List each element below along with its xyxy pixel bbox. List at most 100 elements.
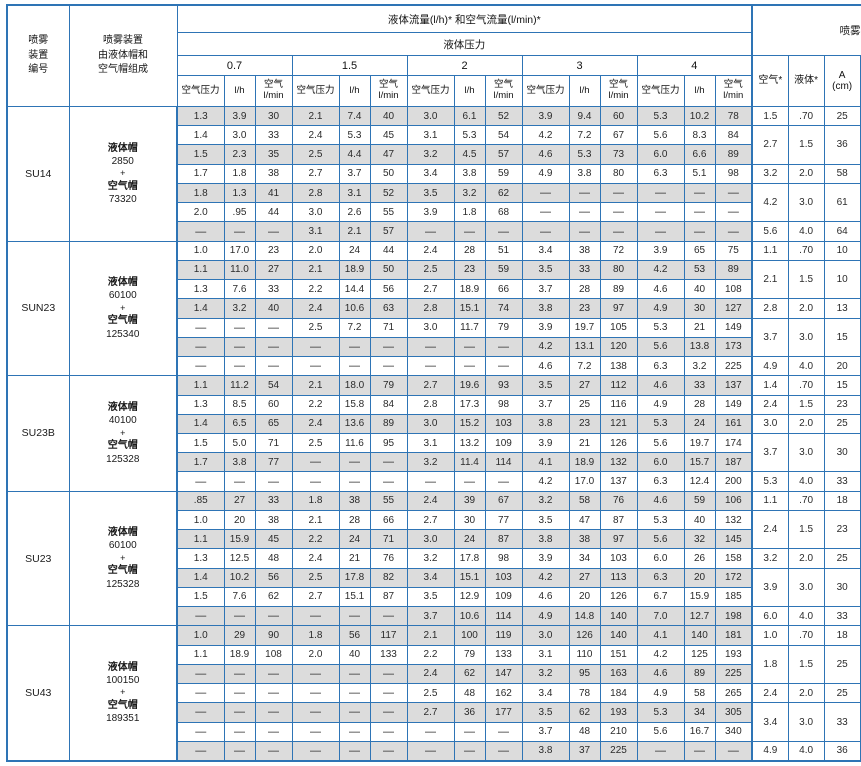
table-row: 1.3 8.5 60 2.2 15.8 84 2.8 17.3 98 3.7 25 116 4.9 28 1…: [7, 394, 861, 415]
table-row: — — — — — — 2.4 62 147 3.2 95 163 4.6 89 225: [7, 663, 861, 685]
spray-dimension-cell: 36: [823, 125, 861, 165]
data-cell: 127: [714, 298, 753, 319]
data-cell: 33: [568, 259, 601, 281]
data-cell: 3.2: [521, 490, 570, 511]
data-cell: 340: [714, 721, 753, 742]
data-cell: 3.2: [406, 144, 455, 165]
data-cell: 17.3: [453, 394, 486, 415]
data-cell: 52: [484, 105, 523, 127]
data-cell: 59: [683, 490, 716, 511]
data-cell: 3.5: [521, 375, 570, 396]
data-cell: 110: [568, 644, 601, 665]
header-spray-dim-group: 喷雾尺寸: [751, 4, 861, 56]
data-cell: 79: [369, 375, 408, 396]
data-cell: 79: [453, 644, 486, 665]
data-cell: 19.7: [683, 432, 716, 454]
data-cell: —: [453, 471, 486, 492]
spray-dimension-cell: 1.5: [787, 394, 825, 415]
data-cell: 1.8: [176, 182, 225, 204]
header-pressure-2: 2: [406, 55, 523, 76]
data-cell: 8.5: [223, 394, 256, 415]
data-cell: 89: [369, 413, 408, 434]
assembly-cell-su23: 液体帽 60100 + 空气帽 125328: [68, 490, 178, 627]
data-cell: —: [223, 606, 256, 627]
spray-dimension-cell: .70: [787, 625, 825, 646]
data-cell: —: [291, 721, 340, 742]
data-cell: —: [338, 702, 371, 723]
data-cell: 24: [338, 529, 371, 550]
data-cell: 80: [599, 259, 638, 281]
data-cell: —: [484, 356, 523, 377]
assembly-liquid-cap-number: 2850: [111, 155, 134, 167]
data-cell: 3.8: [568, 163, 601, 184]
spray-dimension-cell: 10: [823, 240, 861, 261]
no-data-dash: —: [310, 687, 321, 700]
no-data-dash: —: [310, 475, 321, 488]
data-cell: —: [714, 202, 753, 223]
data-cell: 100: [453, 625, 486, 646]
data-cell: —: [369, 702, 408, 723]
no-data-dash: —: [310, 706, 321, 719]
no-data-dash: —: [498, 475, 509, 488]
header-assembly-line1: 喷雾装置: [103, 35, 143, 47]
data-cell: 56: [254, 567, 293, 588]
assembly-air-cap-label: 空气帽: [107, 180, 138, 192]
no-data-dash: —: [349, 340, 360, 353]
header-flow-group: 液体流量(l/h)* 和空气流量(l/min)*: [176, 4, 753, 33]
data-cell: 97: [599, 298, 638, 319]
data-cell: 2.7: [406, 509, 455, 531]
data-cell: 48: [254, 548, 293, 569]
data-cell: 18.9: [223, 644, 256, 665]
header-air-lmin-line2: l/min: [608, 90, 629, 101]
data-cell: 17.8: [338, 567, 371, 588]
header-model-line1: 喷雾: [28, 35, 49, 47]
data-cell: 2.0: [291, 644, 340, 665]
spray-dimension-cell: 25: [823, 548, 861, 569]
assembly-cell-su23b: 液体帽 40100 + 空气帽 125328: [68, 375, 178, 492]
header-lh-3: l/h: [453, 75, 486, 107]
no-data-dash: —: [464, 744, 475, 757]
no-data-dash: —: [655, 206, 666, 219]
assembly-liquid-cap-label: 液体帽: [107, 402, 138, 414]
no-data-dash: —: [579, 225, 590, 238]
no-data-dash: —: [727, 206, 739, 219]
data-cell: 174: [714, 432, 753, 454]
data-cell: 77: [484, 509, 523, 531]
data-cell: 72: [599, 240, 638, 261]
data-cell: —: [254, 721, 293, 742]
spray-dimension-cell: 25: [823, 683, 861, 704]
header-air-lmin-4: 空气 l/min: [599, 75, 638, 107]
data-cell: 4.9: [636, 298, 685, 319]
data-cell: 151: [599, 644, 638, 665]
spray-dimension-cell: 58: [823, 163, 861, 184]
spray-dimension-cell: 2.0: [787, 548, 825, 569]
data-cell: 3.9: [521, 105, 570, 127]
data-cell: 4.6: [521, 586, 570, 608]
assembly-air-cap-number: 125328: [106, 578, 140, 590]
data-cell: 2.4: [291, 413, 340, 434]
data-cell: 84: [714, 125, 753, 146]
data-cell: —: [338, 356, 371, 377]
data-cell: 29: [223, 625, 256, 646]
assembly-plus-sign: +: [120, 552, 126, 563]
data-cell: 20: [683, 567, 716, 588]
spray-dimension-cell: 18: [823, 490, 861, 511]
data-cell: 48: [568, 721, 601, 742]
spray-dimension-cell: 3.2: [751, 163, 789, 184]
spray-dimension-cell: 23: [823, 509, 861, 550]
no-data-dash: —: [349, 687, 360, 700]
no-data-dash: —: [349, 475, 360, 488]
spray-dimension-cell: 15: [823, 317, 861, 358]
data-cell: 265: [714, 683, 753, 704]
data-cell: 62: [568, 702, 601, 723]
header-air-pressure-4: 空气压力: [521, 75, 570, 107]
table-row: 1.81.3412.83.1523.53.262——————4.23.06174…: [7, 182, 861, 223]
data-cell: 137: [599, 471, 638, 492]
data-cell: 24: [453, 529, 486, 550]
data-cell: 56: [369, 279, 408, 300]
data-cell: 1.4: [176, 125, 225, 146]
data-cell: 34: [568, 548, 601, 569]
no-data-dash: —: [195, 706, 207, 719]
spray-dimension-cell: .70: [787, 375, 825, 396]
data-cell: 95: [369, 432, 408, 454]
